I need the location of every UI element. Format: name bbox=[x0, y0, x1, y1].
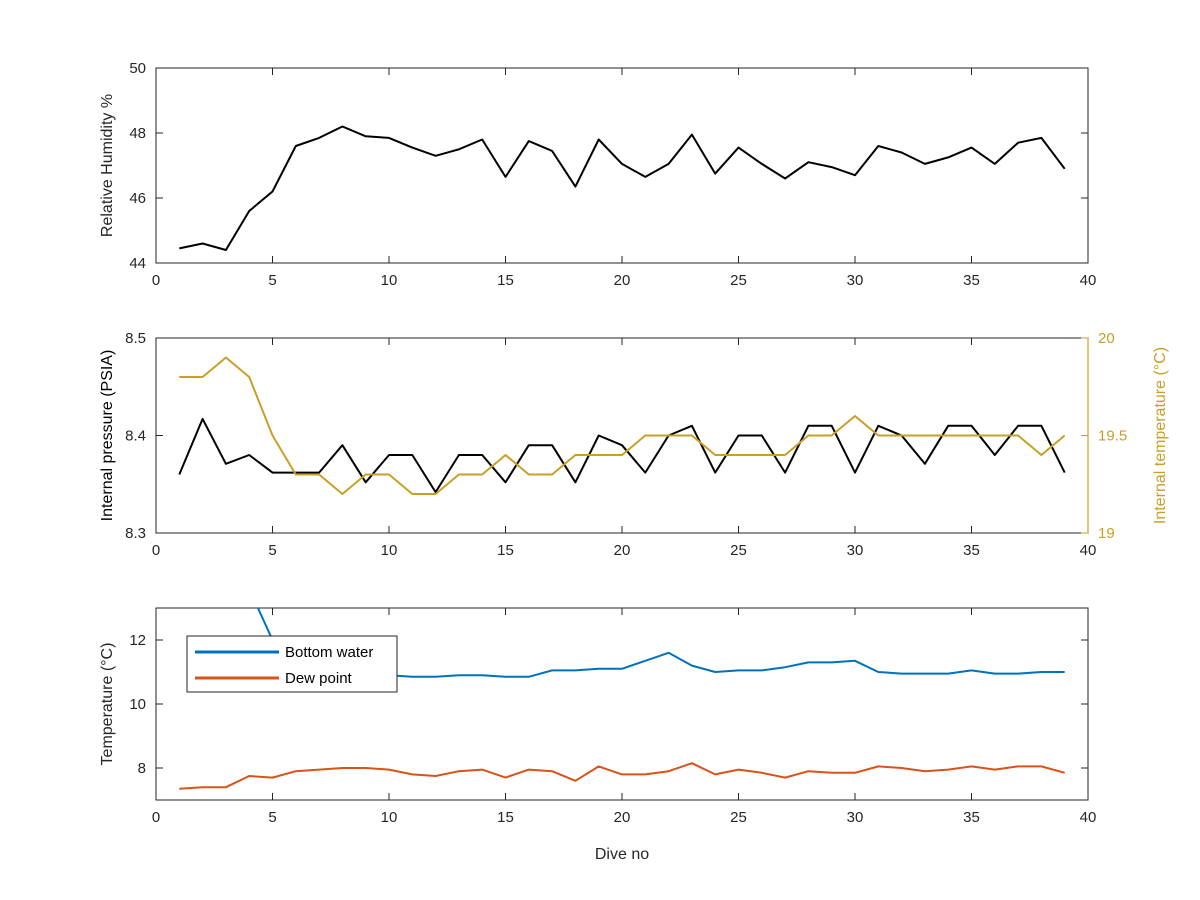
y-tick-label: 8 bbox=[138, 760, 146, 777]
x-tick-label: 5 bbox=[268, 809, 276, 826]
y-right-tick-label: 19.5 bbox=[1098, 428, 1127, 445]
x-tick-label: 0 bbox=[152, 272, 160, 289]
x-tick-label: 20 bbox=[614, 542, 631, 559]
y-tick-label: 48 bbox=[129, 125, 146, 142]
x-tick-label: 5 bbox=[268, 542, 276, 559]
series-0-line bbox=[178, 417, 1066, 494]
humidity-panel: 0 5 10 15 20 25 30 35 40 44 46 48 50 Relative Humidit… bbox=[99, 60, 1096, 289]
y-right-tick-label: 19 bbox=[1098, 525, 1115, 542]
x-tick-label: 40 bbox=[1080, 542, 1097, 559]
x-tick-label: 20 bbox=[614, 809, 631, 826]
x-tick-label: 20 bbox=[614, 272, 631, 289]
y-axis-label: Temperature (°C) bbox=[99, 643, 116, 766]
temperature-panel: 0 5 10 15 20 25 30 35 40 8 10 12 Temperature (°C) Bot… bbox=[99, 607, 1097, 826]
y-tick-label: 44 bbox=[129, 255, 146, 272]
x-tick-label: 0 bbox=[152, 809, 160, 826]
y-right-axis-label: Internal temperature (°C) bbox=[1152, 347, 1169, 524]
x-tick-label: 10 bbox=[381, 809, 398, 826]
legend-label: Dew point bbox=[285, 670, 353, 687]
x-tick-label: 35 bbox=[963, 542, 980, 559]
x-tick-label: 40 bbox=[1080, 809, 1097, 826]
pressure-panel: 0 5 10 15 20 25 30 35 40 8.3 8.4 8.5 19 19.5 20 Interna… bbox=[99, 330, 1169, 559]
x-tick-label: 25 bbox=[730, 542, 747, 559]
y-tick-label: 46 bbox=[129, 190, 146, 207]
x-tick-label: 35 bbox=[963, 272, 980, 289]
x-axis-label: Dive no bbox=[595, 846, 649, 863]
plot-frame bbox=[155, 67, 1089, 264]
y-tick-label: 10 bbox=[129, 696, 146, 713]
dew-point-line bbox=[179, 762, 1065, 790]
x-tick-label: 25 bbox=[730, 272, 747, 289]
series-0-line bbox=[179, 125, 1066, 251]
legend-label: Bottom water bbox=[285, 644, 373, 661]
x-tick-label: 5 bbox=[268, 272, 276, 289]
y-tick-label: 8.5 bbox=[125, 330, 146, 347]
y-tick-label: 50 bbox=[129, 60, 146, 77]
x-tick-label: 30 bbox=[847, 809, 864, 826]
legend-box bbox=[186, 635, 398, 693]
x-tick-label: 25 bbox=[730, 809, 747, 826]
y-tick-label: 12 bbox=[129, 632, 146, 649]
x-tick-label: 0 bbox=[152, 542, 160, 559]
x-tick-label: 40 bbox=[1080, 272, 1097, 289]
x-tick-label: 10 bbox=[381, 272, 398, 289]
x-tick-label: 15 bbox=[497, 809, 514, 826]
x-tick-label: 35 bbox=[963, 809, 980, 826]
x-tick-label: 15 bbox=[497, 542, 514, 559]
x-tick-label: 15 bbox=[497, 272, 514, 289]
y-axis-label: Internal pressure (PSIA) bbox=[99, 350, 116, 522]
series-1-line bbox=[179, 356, 1066, 495]
y-tick-label: 8.4 bbox=[125, 428, 146, 445]
x-tick-label: 30 bbox=[847, 272, 864, 289]
legend: Bottom water Dew point bbox=[186, 635, 398, 693]
y-axis-label: Relative Humidity % bbox=[99, 94, 116, 237]
y-right-tick-label: 20 bbox=[1098, 330, 1115, 347]
x-tick-label: 30 bbox=[847, 542, 864, 559]
x-tick-label: 10 bbox=[381, 542, 398, 559]
y-tick-label: 8.3 bbox=[125, 525, 146, 542]
